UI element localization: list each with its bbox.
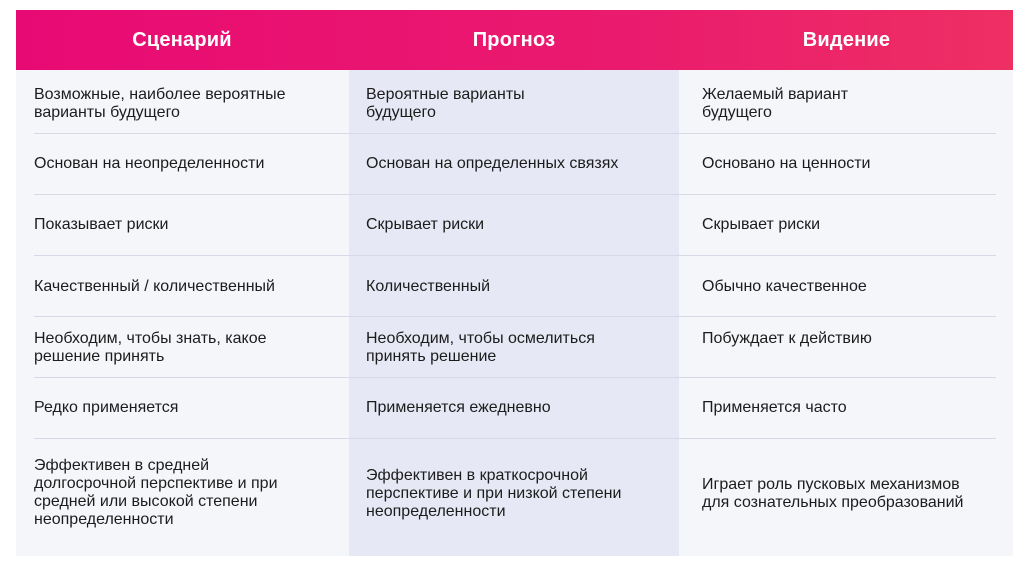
table-row: Необходим, чтобы знать, какое решение пр… [16,317,1013,377]
header-scenario: Сценарий [132,28,232,51]
cell-vision: Обычно качественное [702,278,867,295]
cell-scenario: Качественный / количественный [34,278,275,295]
row-divider [34,133,996,134]
cell-forecast: Количественный [366,278,491,295]
cell-vision: Основано на ценности [702,155,871,172]
table-row: Качественный / количественный Количестве… [16,256,1013,316]
cell-scenario: Необходим, чтобы знать, какое решение пр… [34,330,267,365]
cell-vision: Применяется часто [702,399,847,416]
cell-scenario: Возможные, наиболее вероятные варианты б… [34,86,286,121]
row-divider [34,316,996,317]
table-row: Основан на неопределенности Основан на о… [16,134,1013,194]
row-divider [34,194,996,195]
table-header: Сценарий Прогноз Видение [16,10,1013,70]
cell-scenario: Основан на неопределенности [34,155,265,172]
cell-forecast: Применяется ежедневно [366,399,551,416]
cell-vision: Играет роль пусковых механизмов для созн… [702,476,964,511]
cell-forecast: Скрывает риски [366,216,485,233]
cell-forecast: Основан на определенных связях [366,155,619,172]
cell-forecast: Вероятные варианты будущего [366,86,525,121]
cell-scenario: Редко применяется [34,399,179,416]
header-forecast: Прогноз [472,28,556,51]
table-row: Показывает риски Скрывает риски Скрывает… [16,195,1013,255]
row-divider [34,377,996,378]
cell-vision: Скрывает риски [702,216,821,233]
row-divider [34,438,996,439]
prognoz-column-highlight [349,70,679,556]
comparison-table: Сценарий Прогноз Видение Возможные, наиб… [16,10,1013,556]
cell-forecast: Необходим, чтобы осмелиться принять реше… [366,330,595,365]
cell-scenario: Показывает риски [34,216,169,233]
header-vision: Видение [802,28,891,51]
table-row: Редко применяется Применяется ежедневно … [16,378,1013,438]
table-row: Возможные, наиболее вероятные варианты б… [16,70,1013,133]
table-row: Эффективен в средней долгосрочной перспе… [16,439,1013,556]
row-divider [34,255,996,256]
cell-vision: Желаемый вариант будущего [702,86,849,121]
cell-scenario: Эффективен в средней долгосрочной перспе… [34,457,278,528]
cell-forecast: Эффективен в краткосрочной перспективе и… [366,467,622,520]
cell-vision: Побуждает к действию [702,330,872,347]
